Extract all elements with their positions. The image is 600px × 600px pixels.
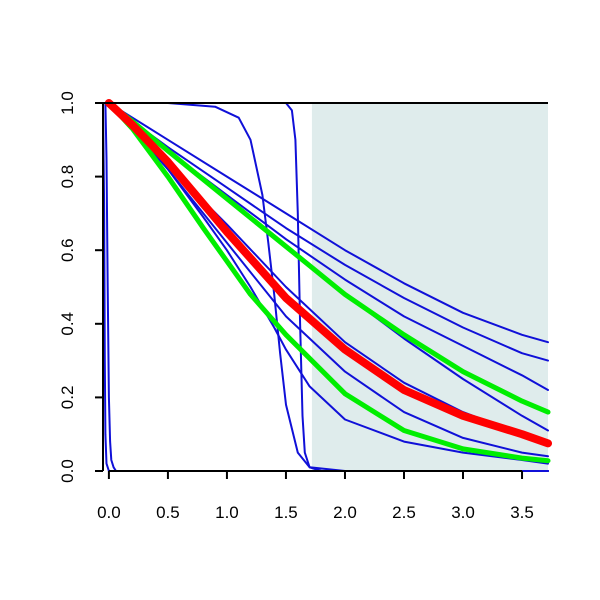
x-tick-label: 2.5: [392, 503, 416, 522]
series-layer: [102, 99, 552, 472]
x-tick-label: 1.0: [215, 503, 239, 522]
green-series-line-13: [106, 100, 551, 464]
x-tick-label: 3.0: [451, 503, 475, 522]
x-tick-label: 3.5: [510, 503, 534, 522]
x-axis-ticks: 0.0 0.5 1.0 1.5 2.0 2.5 3.0 3.5: [97, 471, 534, 522]
x-tick-label: 0.0: [97, 503, 121, 522]
y-tick-label: 1.0: [58, 91, 77, 115]
y-tick-label: 0.2: [58, 386, 77, 410]
x-tick-label: 0.5: [156, 503, 180, 522]
y-axis-ticks: 0.0 0.2 0.4 0.6 0.8 1.0: [58, 91, 103, 483]
shaded-region: [311, 103, 548, 471]
y-tick-label: 0.0: [58, 459, 77, 483]
blue-series-line-8: [102, 102, 549, 472]
x-tick-label: 1.5: [274, 503, 298, 522]
red-series-line-14: [104, 99, 552, 448]
y-tick-label: 0.6: [58, 238, 77, 262]
y-tick-label: 0.8: [58, 165, 77, 189]
x-tick-label: 2.0: [333, 503, 357, 522]
green-series-line-12: [106, 100, 551, 415]
y-tick-label: 0.4: [58, 312, 77, 336]
